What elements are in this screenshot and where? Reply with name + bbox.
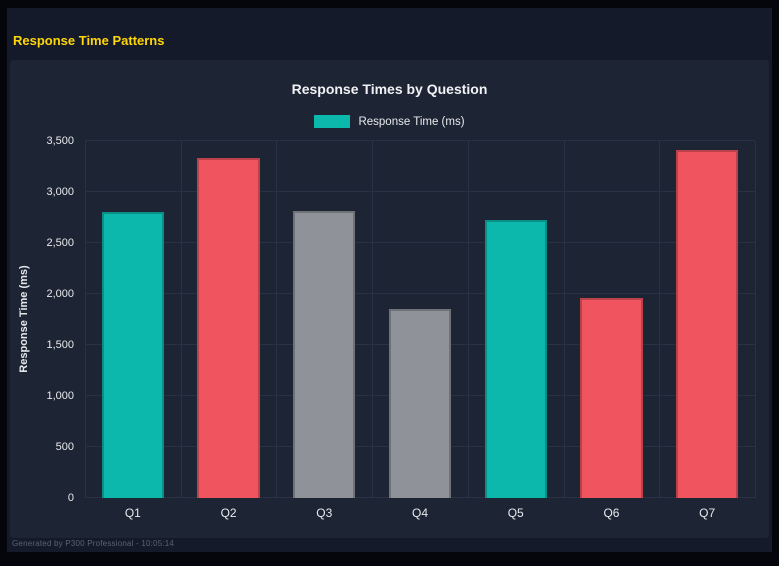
x-tick-label: Q3 bbox=[316, 506, 333, 520]
legend[interactable]: Response Time (ms) bbox=[10, 115, 769, 128]
bars-layer bbox=[85, 141, 755, 498]
gridline-horizontal bbox=[85, 293, 755, 294]
x-tick-label: Q7 bbox=[699, 506, 716, 520]
x-tick-label: Q2 bbox=[220, 506, 237, 520]
y-axis-ticks: 0 500 1,000 1,500 2,000 2,500 3,000 3,500 bbox=[10, 135, 74, 504]
gridline-vertical bbox=[372, 141, 374, 498]
gridline-vertical bbox=[85, 141, 86, 498]
bar-cell bbox=[85, 141, 181, 498]
bar-q6[interactable] bbox=[580, 298, 643, 498]
x-tick-label: Q1 bbox=[124, 506, 141, 520]
x-tick-label: Q4 bbox=[412, 506, 429, 520]
y-tick-label: 3,500 bbox=[46, 135, 74, 147]
y-tick-label: 2,500 bbox=[46, 237, 74, 249]
bar-cell bbox=[564, 141, 660, 498]
gridline-vertical bbox=[659, 141, 661, 498]
bar-cell bbox=[276, 141, 372, 498]
bar-q1[interactable] bbox=[101, 212, 164, 498]
bar-q3[interactable] bbox=[293, 211, 356, 498]
gridline-vertical bbox=[276, 141, 278, 498]
y-tick-label: 1,000 bbox=[46, 390, 74, 402]
y-tick-label: 3,000 bbox=[46, 186, 74, 198]
y-tick-label: 1,500 bbox=[46, 339, 74, 351]
gridline-vertical bbox=[563, 141, 565, 498]
bar-cell bbox=[181, 141, 277, 498]
gridline-vertical bbox=[180, 141, 182, 498]
bar-cell bbox=[468, 141, 564, 498]
bar-q4[interactable] bbox=[388, 309, 452, 498]
bar-cell bbox=[659, 141, 755, 498]
x-tick-label: Q5 bbox=[507, 506, 524, 520]
bar-cell bbox=[372, 141, 468, 498]
chart-panel: Response Times by Question Response Time… bbox=[10, 60, 769, 538]
y-tick-label: 2,000 bbox=[46, 288, 74, 300]
gridline-horizontal bbox=[85, 242, 755, 243]
gridline-horizontal bbox=[85, 191, 755, 192]
gridline-vertical bbox=[755, 141, 756, 498]
legend-label: Response Time (ms) bbox=[358, 115, 465, 128]
legend-swatch bbox=[314, 115, 351, 128]
footer-text: Generated by P300 Professional - 10:05:1… bbox=[12, 539, 175, 548]
bar-q7[interactable] bbox=[676, 150, 739, 498]
y-tick-label: 0 bbox=[67, 492, 74, 504]
app-window: Response Time Patterns Response Times by… bbox=[7, 8, 772, 552]
gridline-horizontal bbox=[85, 140, 755, 141]
gridline-vertical bbox=[467, 141, 469, 498]
y-tick-label: 500 bbox=[55, 441, 74, 453]
plot-area bbox=[85, 140, 756, 498]
chart-title: Response Times by Question bbox=[291, 81, 488, 97]
x-tick-label: Q6 bbox=[603, 506, 620, 520]
bar-q5[interactable] bbox=[484, 219, 547, 498]
x-axis-labels: Q1 Q2 Q3 Q4 Q5 Q6 Q7 bbox=[85, 506, 755, 520]
bar-q2[interactable] bbox=[197, 158, 260, 498]
page-title: Response Time Patterns bbox=[13, 33, 165, 48]
